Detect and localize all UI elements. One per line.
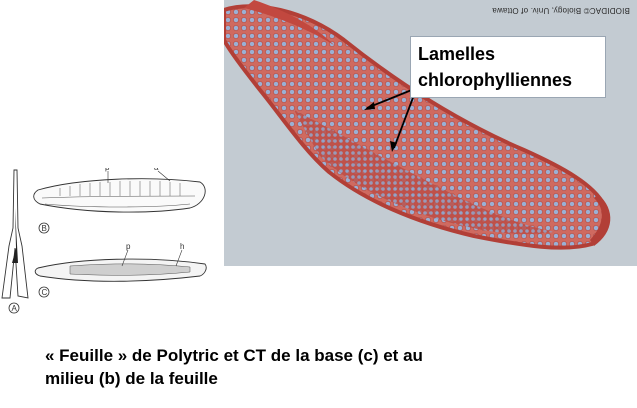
label-p-b: p	[105, 168, 110, 172]
label-a: a	[154, 168, 159, 172]
figure-caption: « Feuille » de Polytric et CT de la base…	[45, 344, 605, 390]
costa-tissue	[294, 110, 554, 235]
micrograph-panel: BIODIDAC© Biology, Univ. of Ottawa Lamel…	[224, 0, 637, 266]
panel-label-c: C	[42, 288, 48, 297]
annotation-line-2: chlorophylliennes	[418, 70, 573, 90]
label-h: h	[180, 242, 184, 251]
leaf-tissue	[224, 4, 609, 250]
annotation-box: Lamelles chlorophylliennes	[410, 36, 606, 98]
section-b	[33, 178, 206, 213]
panel-label-b: B	[42, 224, 47, 233]
leaf-nerve	[12, 208, 18, 263]
annotation-line-1: Lamelles	[418, 44, 496, 64]
caption-line-1: « Feuille » de Polytric et CT de la base…	[45, 346, 423, 365]
arrow-2	[393, 94, 415, 149]
leaf-drawing: A p a B p h C	[1, 168, 207, 314]
label-p-c: p	[126, 242, 131, 251]
panel-label-a: A	[12, 304, 18, 313]
caption-line-2: milieu (b) de la feuille	[45, 369, 218, 388]
image-credit: BIODIDAC© Biology, Univ. of Ottawa	[492, 6, 630, 15]
leaf-outline	[1, 169, 29, 299]
